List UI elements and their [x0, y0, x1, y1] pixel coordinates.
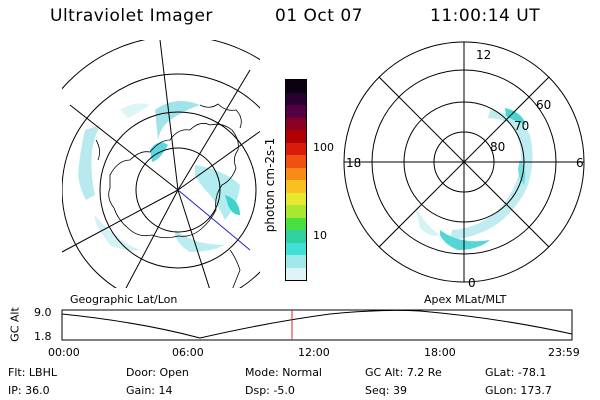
mlat-label-70: 70: [514, 119, 530, 133]
mlt-label-18: 18: [346, 156, 362, 170]
door-value: Open: [159, 366, 189, 379]
color-bar: [285, 79, 307, 281]
colorbar-swatch: [286, 130, 306, 143]
ip-label: IP:: [8, 384, 22, 397]
colorbar-tick-100: 100: [313, 141, 334, 154]
colorbar-swatch: [286, 180, 306, 193]
geographic-caption: Geographic Lat/Lon: [70, 293, 178, 306]
mode-label: Mode:: [245, 366, 279, 379]
colorbar-swatch: [286, 192, 306, 205]
colorbar-swatch: [286, 142, 306, 155]
mlat-label-80: 80: [490, 140, 506, 154]
time-tick-3: 18:00: [424, 346, 456, 359]
magnetic-map: [343, 41, 585, 283]
colorbar-swatch: [286, 117, 306, 130]
colorbar-swatch: [286, 92, 306, 105]
glat-value: -78.1: [517, 366, 547, 379]
altitude-tick-high: 9.0: [34, 306, 52, 319]
colorbar-swatch: [286, 230, 306, 243]
dsp-label: Dsp:: [245, 384, 270, 397]
altitude-tick-low: 1.8: [34, 330, 52, 343]
glon-label: GLon:: [485, 384, 517, 397]
auroral-oval: [415, 108, 533, 250]
colorbar-swatch: [286, 167, 306, 180]
time-tick-0: 00:00: [48, 346, 80, 359]
gc-alt-value: 7.2 Re: [406, 366, 442, 379]
colorbar-swatch: [286, 242, 306, 255]
colorbar-swatch: [286, 255, 306, 268]
ip-value: 36.0: [25, 384, 50, 397]
mlat-label-60: 60: [536, 98, 552, 112]
colorbar-swatch: [286, 217, 306, 230]
colorbar-swatch: [286, 205, 306, 218]
dsp-value: -5.0: [273, 384, 295, 397]
filter-label: Flt:: [8, 366, 26, 379]
glat-label: GLat:: [485, 366, 515, 379]
time-tick-4: 23:59: [548, 346, 580, 359]
colorbar-swatch: [286, 105, 306, 118]
observation-time: 11:00:14 UT: [430, 6, 541, 26]
seq-label: Seq:: [365, 384, 390, 397]
gc-alt-label: GC Alt:: [365, 366, 404, 379]
mlt-label-12: 12: [476, 48, 492, 62]
mlt-label-6: 6: [576, 156, 584, 170]
colorbar-swatch: [286, 267, 306, 280]
seq-value: 39: [392, 384, 407, 397]
mlt-label-0: 0: [468, 276, 476, 290]
gain-label: Gain:: [126, 384, 155, 397]
filter-value: LBHL: [28, 366, 57, 379]
colorbar-tick-10: 10: [313, 229, 327, 242]
observation-date: 01 Oct 07: [275, 6, 363, 26]
instrument-title: Ultraviolet Imager: [50, 6, 213, 26]
glon-value: 173.7: [520, 384, 552, 397]
colorbar-swatch: [286, 155, 306, 168]
colorbar-swatch: [286, 80, 306, 93]
gain-value: 14: [158, 384, 173, 397]
magnetic-caption: Apex MLat/MLT: [424, 293, 507, 306]
door-label: Door:: [126, 366, 156, 379]
time-tick-2: 12:00: [298, 346, 330, 359]
mode-value: Normal: [282, 366, 322, 379]
time-tick-1: 06:00: [172, 346, 204, 359]
